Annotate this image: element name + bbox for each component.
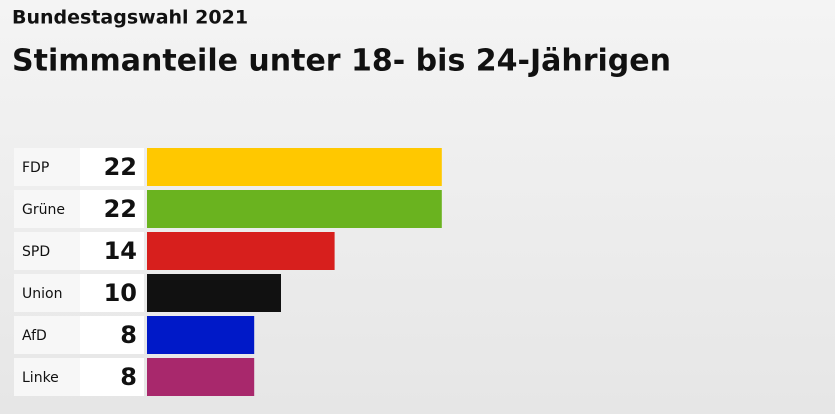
value-label: 22 — [104, 153, 137, 181]
bar — [147, 232, 335, 270]
category-label: Linke — [22, 370, 59, 386]
chart-title: Stimmanteile unter 18- bis 24-Jährigen — [12, 44, 671, 79]
chart-subtitle: Bundestagswahl 2021 — [12, 7, 248, 29]
value-label: 10 — [104, 279, 137, 307]
bar — [147, 148, 442, 186]
value-label: 8 — [120, 363, 137, 391]
category-label: SPD — [22, 244, 50, 260]
label-cell — [14, 232, 80, 270]
category-label: FDP — [22, 160, 49, 176]
label-cell — [14, 274, 80, 312]
value-cell — [80, 148, 144, 186]
value-cell — [80, 232, 144, 270]
label-cell — [14, 148, 80, 186]
value-cell — [80, 358, 144, 396]
value-label: 22 — [104, 195, 137, 223]
bar — [147, 274, 281, 312]
value-cell — [80, 190, 144, 228]
bar — [147, 190, 442, 228]
bar — [147, 316, 255, 354]
value-cell — [80, 316, 144, 354]
label-cell — [14, 316, 80, 354]
value-label: 14 — [104, 237, 137, 265]
category-label: AfD — [22, 328, 47, 344]
label-cell — [14, 358, 80, 396]
category-label: Grüne — [22, 202, 65, 218]
bar — [147, 358, 255, 396]
value-cell — [80, 274, 144, 312]
label-cell — [14, 190, 80, 228]
value-label: 8 — [120, 321, 137, 349]
category-label: Union — [22, 286, 62, 302]
